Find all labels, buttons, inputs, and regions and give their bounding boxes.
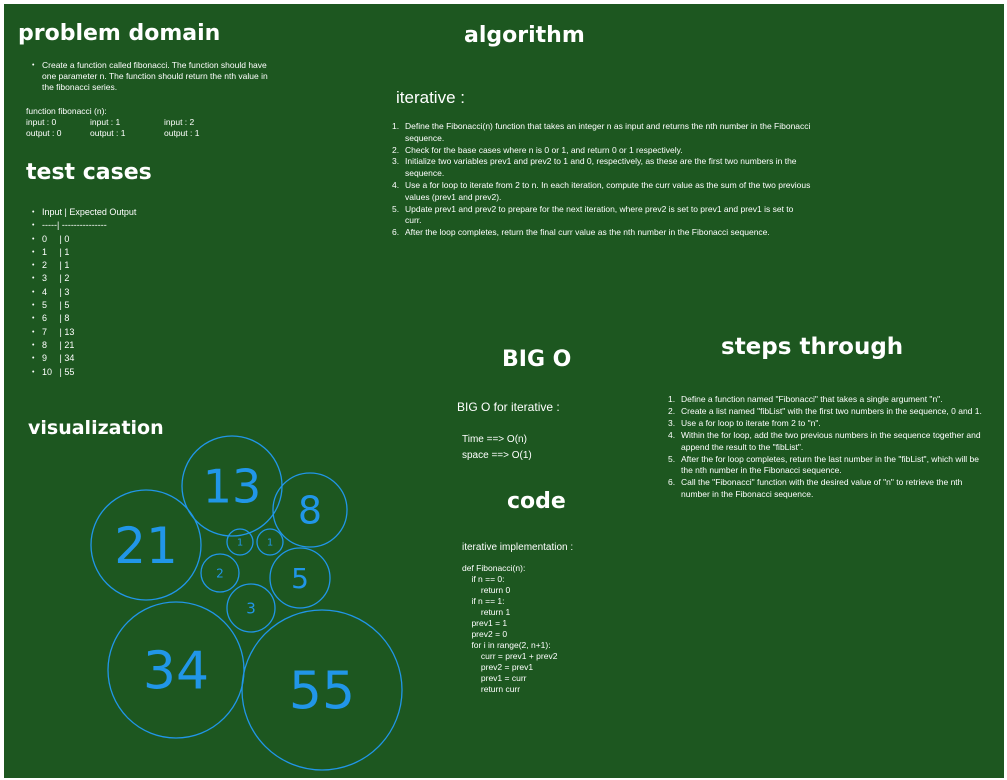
fib-circle-label: 5 — [291, 562, 309, 595]
algorithm-step: 6. After the loop completes, return the f… — [392, 227, 770, 238]
problem-description: Create a function called fibonacci. The … — [30, 60, 270, 93]
code-line: if n == 1: — [462, 596, 505, 606]
code-line: prev2 = 0 — [462, 629, 508, 639]
code-line: def Fibonacci(n): — [462, 563, 526, 573]
function-signature: function fibonacci (n): — [26, 106, 107, 116]
steps-through-step: 2. Create a list named "fibList" with the… — [668, 405, 982, 416]
test-case-row: 8 | 21 — [30, 339, 136, 353]
fib-circle-1 — [256, 528, 284, 556]
test-case-row: 5 | 5 — [30, 299, 136, 313]
test-cases-heading: test cases — [26, 160, 152, 185]
steps-through-list: 1. Define a function named "Fibonacci" th… — [668, 394, 986, 501]
whiteboard: problem domain Create a function called … — [4, 4, 1004, 778]
fib-circle-5 — [269, 547, 331, 609]
steps-through-step: 1. Define a function named "Fibonacci" th… — [668, 394, 943, 404]
problem-domain-heading: problem domain — [18, 21, 221, 46]
space-complexity: space ==> O(1) — [462, 450, 532, 461]
fib-circle-2 — [200, 553, 240, 593]
example-0-output: output : 0 — [26, 128, 62, 138]
test-case-row: 7 | 13 — [30, 326, 136, 340]
example-2-input: input : 2 — [164, 117, 195, 127]
steps-through-heading: steps through — [721, 334, 904, 360]
test-case-row: 4 | 3 — [30, 286, 136, 300]
algorithm-heading: algorithm — [464, 23, 585, 48]
fib-circle-label: 8 — [298, 489, 322, 533]
algorithm-step: 3. Initialize two variables prev1 and pre… — [392, 156, 797, 179]
test-case-row: 1 | 1 — [30, 246, 136, 260]
code-line: return 1 — [462, 607, 511, 617]
time-complexity: Time ==> O(n) — [462, 434, 527, 445]
steps-through-step: 5. After the for loop completes, return t… — [668, 453, 980, 476]
algorithm-step: 5. Update prev1 and prev2 to prepare for … — [392, 203, 794, 226]
fib-circle-label: 55 — [289, 662, 355, 722]
fib-circle-label: 21 — [114, 517, 178, 575]
fib-circle-label: 34 — [143, 642, 209, 702]
visualization-heading: visualization — [28, 417, 164, 439]
test-case-row: 0 | 0 — [30, 233, 136, 247]
fib-circle-label: 2 — [216, 566, 224, 580]
test-case-row: 10 | 55 — [30, 366, 136, 380]
algorithm-step: 1. Define the Fibonacci(n) function that … — [392, 121, 811, 143]
test-cases-header: Input | Expected Output — [30, 206, 136, 220]
test-case-row: 3 | 2 — [30, 272, 136, 286]
test-case-row: 2 | 1 — [30, 259, 136, 273]
fibonacci-circles-diagram: 13 8 21 1 1 2 5 3 34 55 — [90, 435, 403, 771]
code-line: return curr — [462, 684, 521, 694]
test-case-row: 9 | 34 — [30, 352, 136, 366]
algorithm-step: 2. Check for the base cases where n is 0 … — [392, 144, 683, 155]
big-o-subheading: BIG O for iterative : — [457, 400, 560, 414]
test-case-row: 6 | 8 — [30, 312, 136, 326]
code-subheading: iterative implementation : — [462, 542, 574, 553]
code-heading: code — [507, 489, 566, 514]
fib-circle-8 — [272, 472, 348, 548]
test-cases-divider: -----| --------------- — [30, 219, 136, 233]
test-cases-list: Input | Expected Output -----| ---------… — [30, 206, 136, 379]
example-1-output: output : 1 — [90, 128, 126, 138]
fib-circle-label: 1 — [237, 538, 243, 549]
example-1-input: input : 1 — [90, 117, 121, 127]
example-0-input: input : 0 — [26, 117, 57, 127]
complexity: Time ==> O(n) space ==> O(1) — [462, 432, 532, 464]
code-line: prev1 = curr — [462, 673, 527, 683]
steps-through-step: 6. Call the "Fibonacci" function with the… — [668, 477, 963, 500]
code-line: prev2 = prev1 — [462, 662, 534, 672]
problem-description-list: Create a function called fibonacci. The … — [30, 60, 270, 93]
algorithm-step: 4. Use a for loop to iterate from 2 to n.… — [392, 179, 811, 202]
fib-circle-55 — [241, 609, 403, 771]
fib-circle-label: 3 — [246, 599, 256, 617]
algorithm-steps: 1. Define the Fibonacci(n) function that … — [392, 121, 812, 239]
fib-circle-1 — [226, 528, 254, 556]
example-2-output: output : 1 — [164, 128, 200, 138]
code-line: curr = prev1 + prev2 — [462, 651, 558, 661]
code-line: return 0 — [462, 585, 511, 595]
code-line: if n == 0: — [462, 574, 505, 584]
steps-through-step: 4. Within the for loop, add the two previ… — [668, 429, 981, 452]
code-line: for i in range(2, n+1): — [462, 640, 551, 650]
steps-through-step: 3. Use a for loop to iterate from 2 to "n… — [668, 417, 821, 428]
fib-circle-label: 1 — [267, 538, 273, 549]
fib-circle-3 — [226, 583, 276, 633]
algorithm-subheading: iterative : — [396, 88, 465, 107]
code-block: def Fibonacci(n): if n == 0: return 0 if… — [462, 563, 557, 695]
big-o-heading: BIG O — [502, 347, 572, 372]
code-line: prev1 = 1 — [462, 618, 508, 628]
fib-circle-21 — [90, 489, 202, 601]
fib-circle-label: 13 — [203, 460, 262, 514]
